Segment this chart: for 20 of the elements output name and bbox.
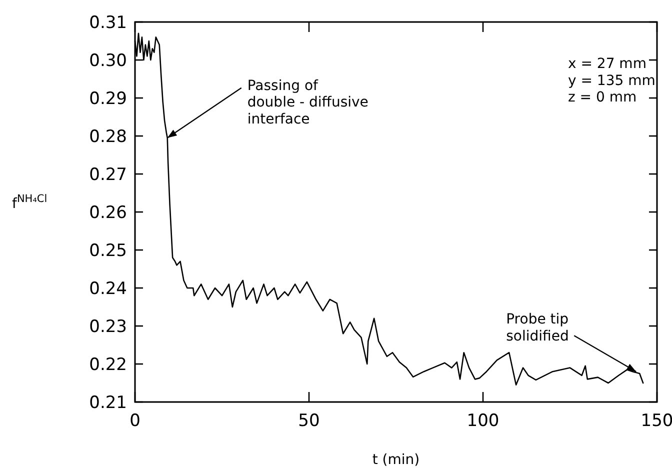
y-tick-label: 0.24 — [89, 278, 127, 299]
y-tick-label: 0.25 — [89, 240, 127, 261]
y-axis-title: f$^{NH₄Cl}$ — [12, 193, 48, 212]
x-tick-label: 150 — [640, 411, 672, 431]
x-axis-title: t (min) — [372, 452, 420, 468]
x-tick-label: 50 — [298, 411, 320, 431]
annotation: Passing of double - diffusive interface — [247, 78, 368, 128]
y-tick-label: 0.29 — [89, 88, 127, 109]
annotation: Probe tip solidified — [506, 312, 569, 344]
x-tick-label: 0 — [130, 411, 140, 431]
x-tick-label: 100 — [466, 411, 500, 431]
y-tick-label: 0.26 — [89, 202, 127, 223]
y-tick-label: 0.30 — [89, 50, 127, 71]
annotation: x = 27 mm y = 135 mm z = 0 mm — [568, 56, 656, 106]
y-tick-label: 0.21 — [89, 392, 127, 413]
y-tick-label: 0.31 — [89, 12, 127, 33]
y-tick-label: 0.23 — [89, 316, 127, 337]
y-tick-label: 0.22 — [89, 354, 127, 375]
y-tick-label: 0.28 — [89, 126, 127, 147]
y-tick-label: 0.27 — [89, 164, 127, 185]
